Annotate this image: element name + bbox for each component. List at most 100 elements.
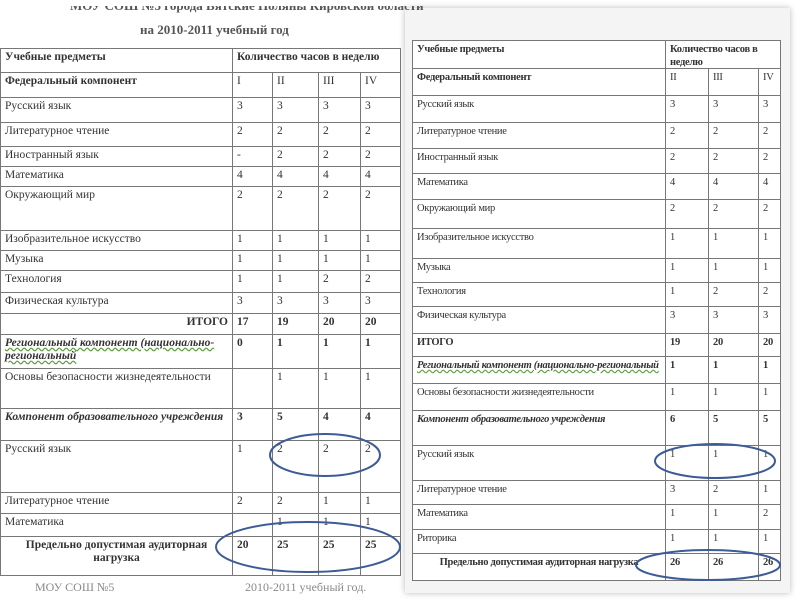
hours-cell: 3 bbox=[665, 306, 709, 334]
hours-cell: 17 bbox=[232, 313, 273, 335]
subject-cell: Иностранный язык bbox=[0, 146, 233, 167]
hours-cell: 1 bbox=[665, 383, 709, 411]
hours-cell: 1 bbox=[708, 529, 759, 554]
hours-cell: 1 bbox=[232, 440, 273, 493]
hours-cell: 2 bbox=[708, 282, 759, 307]
hours-cell: 1 bbox=[318, 368, 361, 409]
subject-cell: Русский язык bbox=[0, 97, 233, 123]
hours-cell: 1 bbox=[232, 230, 273, 251]
subject-cell: Русский язык bbox=[412, 445, 666, 481]
hours-cell: 3 bbox=[272, 292, 319, 314]
hours-cell: 3 bbox=[665, 480, 709, 505]
hours-cell: 2 bbox=[708, 122, 759, 149]
hours-cell: 26 bbox=[665, 553, 709, 581]
hours-cell: 2 bbox=[272, 440, 319, 493]
hours-cell: 2 bbox=[318, 440, 361, 493]
hours-cell: 2 bbox=[318, 186, 361, 231]
hours-cell: 1 bbox=[360, 230, 401, 251]
grade-header: III bbox=[708, 68, 759, 96]
grade-header: IV bbox=[758, 68, 781, 96]
header-cell: Учебные предметы bbox=[0, 48, 233, 73]
subject-cell: Литературное чтение bbox=[0, 122, 233, 147]
subject-cell: Изобразительное искусство bbox=[412, 228, 666, 259]
hours-cell: 5 bbox=[272, 408, 319, 441]
hours-cell: 1 bbox=[232, 270, 273, 293]
hours-cell: 25 bbox=[318, 536, 361, 576]
hours-cell: 2 bbox=[272, 492, 319, 514]
hours-cell: 2 bbox=[708, 199, 759, 229]
hours-cell: 1 bbox=[665, 258, 709, 283]
subject-cell: Математика bbox=[412, 504, 666, 530]
grade-header: II bbox=[665, 68, 709, 96]
hours-cell: 20 bbox=[708, 333, 759, 357]
hours-cell: 2 bbox=[758, 148, 781, 174]
hours-cell: 1 bbox=[318, 230, 361, 251]
hours-cell: 2 bbox=[665, 199, 709, 229]
subject-cell: Компонент образовательного учреждения bbox=[412, 410, 666, 446]
header-cell: Количество часов в неделю bbox=[665, 40, 781, 69]
hours-cell: 4 bbox=[360, 166, 401, 187]
hours-cell: 1 bbox=[360, 368, 401, 409]
subject-cell: Литературное чтение bbox=[412, 480, 666, 505]
hours-cell: 19 bbox=[272, 313, 319, 335]
hours-cell: 2 bbox=[272, 146, 319, 167]
hours-cell: 1 bbox=[318, 492, 361, 514]
hours-cell: 4 bbox=[360, 408, 401, 441]
subject-cell: Математика bbox=[0, 513, 233, 537]
hours-cell: 1 bbox=[708, 258, 759, 283]
hours-cell: 1 bbox=[318, 513, 361, 537]
hours-cell: 1 bbox=[272, 270, 319, 293]
subject-cell: Математика bbox=[412, 173, 666, 200]
subject-cell: Предельно допустимая аудиторная нагрузка bbox=[412, 553, 666, 581]
hours-cell: 1 bbox=[708, 356, 759, 384]
hours-cell: 2 bbox=[232, 492, 273, 514]
hours-cell: 1 bbox=[708, 383, 759, 411]
hours-cell: 1 bbox=[360, 334, 401, 369]
hours-cell: 2 bbox=[665, 148, 709, 174]
hours-cell: - bbox=[232, 146, 273, 167]
hours-cell: 3 bbox=[708, 95, 759, 123]
subject-cell: Литературное чтение bbox=[0, 492, 233, 514]
hours-cell: 3 bbox=[758, 95, 781, 123]
hours-cell: 1 bbox=[272, 250, 319, 271]
hours-cell: 1 bbox=[272, 334, 319, 369]
hours-cell: 4 bbox=[232, 166, 273, 187]
grade-header: III bbox=[318, 72, 361, 98]
grade-header: I bbox=[232, 72, 273, 98]
hours-cell: 1 bbox=[272, 230, 319, 251]
hours-cell: 2 bbox=[318, 122, 361, 147]
hours-cell: 2 bbox=[318, 270, 361, 293]
subject-cell: Технология bbox=[412, 282, 666, 307]
subject-cell: Физическая культура bbox=[412, 306, 666, 334]
hours-cell: 2 bbox=[708, 480, 759, 505]
hours-cell: 1 bbox=[665, 504, 709, 530]
hours-cell: 1 bbox=[708, 504, 759, 530]
footer-left: МОУ СОШ №5 bbox=[35, 580, 115, 594]
header-cell: Количество часов в неделю bbox=[232, 48, 401, 73]
grade-header: II bbox=[272, 72, 319, 98]
hours-cell: 2 bbox=[708, 148, 759, 174]
subject-cell: Основы безопасности жизнедеятельности bbox=[412, 383, 666, 411]
hours-cell: 4 bbox=[708, 173, 759, 200]
hours-cell: 26 bbox=[708, 553, 759, 581]
hours-cell: 3 bbox=[318, 97, 361, 123]
hours-cell: 1 bbox=[665, 356, 709, 384]
hours-cell: 2 bbox=[360, 186, 401, 231]
hours-cell: 4 bbox=[665, 173, 709, 200]
hours-cell: 3 bbox=[272, 97, 319, 123]
hours-cell: 20 bbox=[758, 333, 781, 357]
hours-cell: 2 bbox=[272, 186, 319, 231]
hours-cell: 26 bbox=[758, 553, 781, 581]
subject-cell: Региональный компонент (национально-реги… bbox=[412, 356, 666, 384]
hours-cell: 2 bbox=[318, 146, 361, 167]
subject-cell: Физическая культура bbox=[0, 292, 233, 314]
hours-cell: 0 bbox=[232, 334, 273, 369]
subject-cell: Музыка bbox=[0, 250, 233, 271]
subject-cell: ИТОГО bbox=[412, 333, 666, 357]
hours-cell: 3 bbox=[232, 97, 273, 123]
subject-cell: Русский язык bbox=[412, 95, 666, 123]
hours-cell: 2 bbox=[758, 122, 781, 149]
hours-cell: 1 bbox=[665, 445, 709, 481]
hours-cell: 20 bbox=[318, 313, 361, 335]
subject-cell: Риторика bbox=[412, 529, 666, 554]
